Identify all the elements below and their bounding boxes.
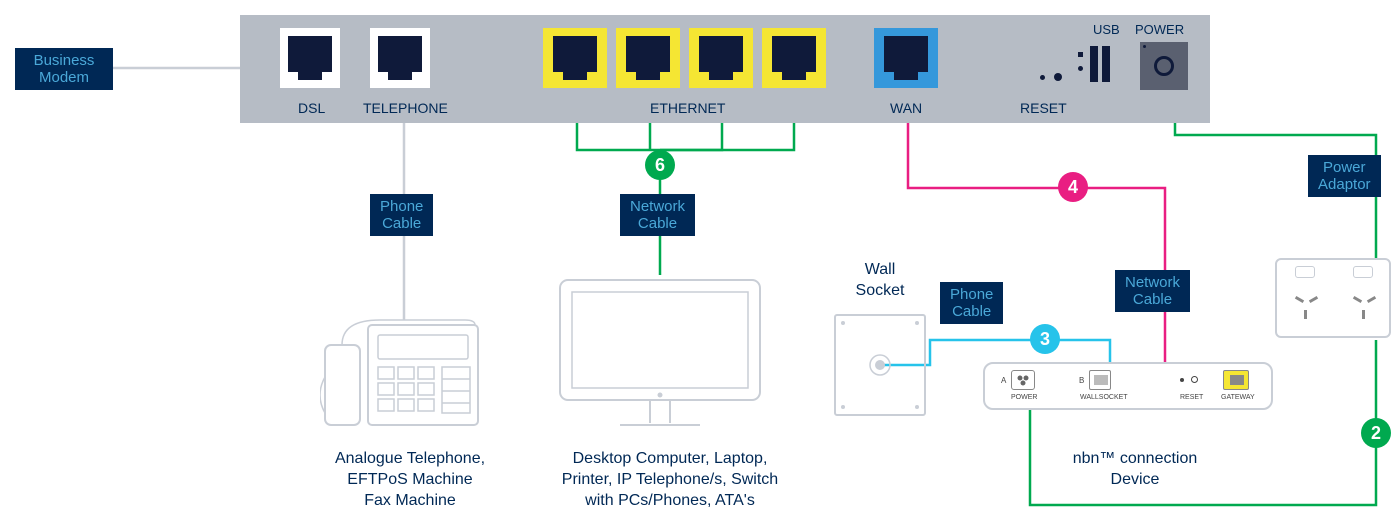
badge-4: 4 bbox=[1058, 172, 1088, 202]
label-power: POWER bbox=[1135, 22, 1184, 37]
tag-power-adaptor: Power Adaptor bbox=[1308, 155, 1381, 197]
caption-nbn: nbn™ connection Device bbox=[1050, 449, 1220, 491]
tag-phone-cable-1: Phone Cable bbox=[370, 194, 433, 236]
device-wall-socket bbox=[830, 310, 930, 420]
port-wan bbox=[876, 28, 936, 88]
caption-computer: Desktop Computer, Laptop, Printer, IP Te… bbox=[530, 449, 810, 511]
port-dsl bbox=[280, 28, 340, 88]
port-eth4 bbox=[764, 28, 824, 88]
tag-network-cable-1: Network Cable bbox=[620, 194, 695, 236]
device-wall-outlet bbox=[1275, 258, 1391, 338]
label-ethernet: ETHERNET bbox=[650, 100, 725, 116]
tag-business-modem: Business Modem bbox=[15, 48, 113, 90]
badge-2: 2 bbox=[1361, 418, 1391, 448]
tag-phone-cable-2: Phone Cable bbox=[940, 282, 1003, 324]
port-telephone bbox=[370, 28, 430, 88]
tag-network-cable-2: Network Cable bbox=[1115, 270, 1190, 312]
device-nbn: A POWER B WALLSOCKET RESET GATEWAY bbox=[983, 362, 1273, 410]
device-computer bbox=[550, 275, 770, 435]
caption-wall-socket: Wall Socket bbox=[845, 260, 915, 302]
label-telephone: TELEPHONE bbox=[363, 100, 448, 116]
label-wan: WAN bbox=[890, 100, 922, 116]
power-button bbox=[1140, 42, 1188, 90]
port-eth2 bbox=[618, 28, 678, 88]
nbn-label-wallsocket: WALLSOCKET bbox=[1080, 394, 1128, 401]
caption-telephone: Analogue Telephone, EFTPoS Machine Fax M… bbox=[295, 449, 525, 511]
port-eth1 bbox=[545, 28, 605, 88]
nbn-label-gateway: GATEWAY bbox=[1221, 394, 1255, 401]
label-usb: USB bbox=[1093, 22, 1120, 37]
label-dsl: DSL bbox=[298, 100, 325, 116]
device-telephone bbox=[320, 315, 490, 435]
label-reset: RESET bbox=[1020, 100, 1067, 116]
nbn-label-reset: RESET bbox=[1180, 394, 1203, 401]
badge-6: 6 bbox=[645, 150, 675, 180]
nbn-label-power: POWER bbox=[1011, 394, 1037, 401]
port-eth3 bbox=[691, 28, 751, 88]
badge-3: 3 bbox=[1030, 324, 1060, 354]
